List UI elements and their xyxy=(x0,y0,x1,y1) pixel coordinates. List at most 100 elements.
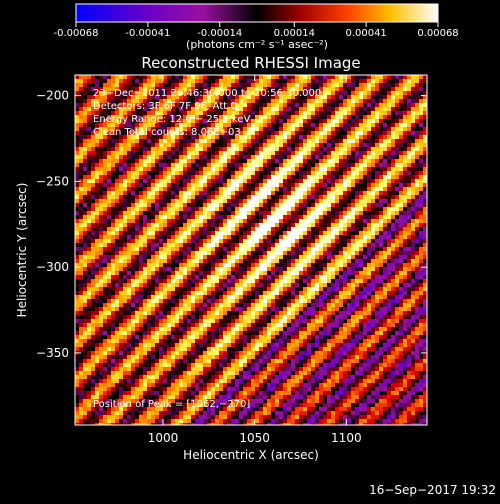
heatmap-cell xyxy=(251,207,255,211)
heatmap-cell xyxy=(291,163,295,167)
heatmap-cell xyxy=(407,267,411,271)
heatmap-cell xyxy=(143,231,147,235)
heatmap-cell xyxy=(103,147,107,151)
heatmap-cell xyxy=(111,195,115,199)
heatmap-cell xyxy=(183,171,187,175)
heatmap-cell xyxy=(407,191,411,195)
heatmap-cell xyxy=(355,123,359,127)
heatmap-cell xyxy=(363,131,367,135)
heatmap-cell xyxy=(363,219,367,223)
heatmap-cell xyxy=(339,107,343,111)
heatmap-cell xyxy=(135,155,139,159)
heatmap-cell xyxy=(355,127,359,131)
heatmap-cell xyxy=(223,271,227,275)
heatmap-cell xyxy=(203,231,207,235)
heatmap-cell xyxy=(199,195,203,199)
heatmap-cell xyxy=(347,231,351,235)
heatmap-cell xyxy=(235,83,239,87)
heatmap-cell xyxy=(351,183,355,187)
heatmap-cell xyxy=(415,167,419,171)
heatmap-cell xyxy=(223,295,227,299)
heatmap-cell xyxy=(151,227,155,231)
heatmap-cell xyxy=(275,147,279,151)
heatmap-cell xyxy=(355,251,359,255)
heatmap-cell xyxy=(335,207,339,211)
heatmap-cell xyxy=(143,227,147,231)
heatmap-cell xyxy=(251,135,255,139)
heatmap-cell xyxy=(291,83,295,87)
heatmap-cell xyxy=(347,203,351,207)
heatmap-cell xyxy=(303,283,307,287)
heatmap-cell xyxy=(331,251,335,255)
heatmap-cell xyxy=(79,231,83,235)
heatmap-cell xyxy=(231,155,235,159)
heatmap-cell xyxy=(403,107,407,111)
heatmap-cell xyxy=(207,227,211,231)
heatmap-cell xyxy=(171,151,175,155)
heatmap-cell xyxy=(167,139,171,143)
heatmap-cell xyxy=(287,123,291,127)
heatmap-cell xyxy=(283,259,287,263)
heatmap-cell xyxy=(279,151,283,155)
heatmap-cell xyxy=(83,215,87,219)
heatmap-cell xyxy=(415,127,419,131)
heatmap-cell xyxy=(359,247,363,251)
heatmap-cell xyxy=(319,83,323,87)
heatmap-cell xyxy=(283,179,287,183)
heatmap-cell xyxy=(295,83,299,87)
heatmap-cell xyxy=(79,119,83,123)
heatmap-cell xyxy=(115,171,119,175)
heatmap-cell xyxy=(335,275,339,279)
heatmap-cell xyxy=(311,279,315,283)
heatmap-cell xyxy=(143,167,147,171)
heatmap-cell xyxy=(343,275,347,279)
heatmap-cell xyxy=(195,283,199,287)
heatmap-cell xyxy=(351,271,355,275)
heatmap-cell xyxy=(339,203,343,207)
heatmap-cell xyxy=(235,263,239,267)
heatmap-cell xyxy=(271,291,275,295)
heatmap-cell xyxy=(179,215,183,219)
heatmap-cell xyxy=(251,123,255,127)
heatmap-cell xyxy=(219,299,223,303)
heatmap-cell xyxy=(155,239,159,243)
heatmap-cell xyxy=(231,231,235,235)
heatmap-cell xyxy=(207,83,211,87)
heatmap-cell xyxy=(207,287,211,291)
heatmap-cell xyxy=(115,263,119,267)
heatmap-cell xyxy=(415,223,419,227)
heatmap-cell xyxy=(199,291,203,295)
heatmap-cell xyxy=(311,263,315,267)
heatmap-cell xyxy=(303,167,307,171)
heatmap-cell xyxy=(379,115,383,119)
heatmap-cell xyxy=(267,295,271,299)
heatmap-cell xyxy=(119,147,123,151)
heatmap-cell xyxy=(75,75,79,79)
heatmap-cell xyxy=(87,167,91,171)
heatmap-cell xyxy=(387,175,391,179)
heatmap-cell xyxy=(323,271,327,275)
heatmap-cell xyxy=(191,223,195,227)
heatmap-cell xyxy=(167,171,171,175)
heatmap-cell xyxy=(335,171,339,175)
heatmap-cell xyxy=(119,227,123,231)
heatmap-cell xyxy=(355,151,359,155)
heatmap-cell xyxy=(351,179,355,183)
heatmap-cell xyxy=(291,235,295,239)
heatmap-cell xyxy=(347,215,351,219)
heatmap-cell xyxy=(107,291,111,295)
heatmap-cell xyxy=(347,111,351,115)
heatmap-cell xyxy=(79,291,83,295)
heatmap-cell xyxy=(239,163,243,167)
heatmap-cell xyxy=(411,187,415,191)
heatmap-cell xyxy=(263,211,267,215)
heatmap-cell xyxy=(151,159,155,163)
heatmap-cell xyxy=(379,163,383,167)
heatmap-cell xyxy=(99,211,103,215)
heatmap-cell xyxy=(415,219,419,223)
heatmap-cell xyxy=(303,223,307,227)
heatmap-cell xyxy=(331,287,335,291)
heatmap-cell xyxy=(271,75,275,79)
heatmap-cell xyxy=(143,187,147,191)
heatmap-cell xyxy=(199,187,203,191)
